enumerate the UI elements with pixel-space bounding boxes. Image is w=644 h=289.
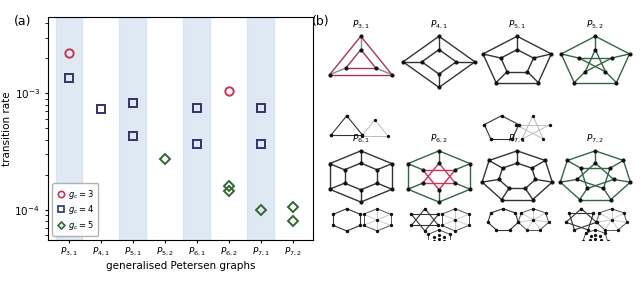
Text: (a): (a) bbox=[14, 15, 32, 28]
Text: $P_{5,1}$: $P_{5,1}$ bbox=[508, 18, 526, 31]
Y-axis label: transition rate: transition rate bbox=[1, 91, 12, 166]
Bar bbox=[120, 17, 146, 240]
Text: (b): (b) bbox=[312, 15, 330, 28]
Text: $P_{7,1}$: $P_{7,1}$ bbox=[508, 133, 526, 145]
Bar bbox=[55, 17, 82, 240]
X-axis label: generalised Petersen graphs: generalised Petersen graphs bbox=[106, 261, 256, 271]
Text: $P_{5,2}$: $P_{5,2}$ bbox=[586, 18, 604, 31]
Bar bbox=[184, 17, 210, 240]
Legend: $g_c = 3$, $g_c = 4$, $g_c = 5$: $g_c = 3$, $g_c = 4$, $g_c = 5$ bbox=[52, 183, 99, 236]
Text: $P_{6,1}$: $P_{6,1}$ bbox=[352, 133, 370, 145]
Text: $P_{3,1}$: $P_{3,1}$ bbox=[352, 18, 370, 31]
Bar bbox=[247, 17, 274, 240]
Text: $P_{7,2}$: $P_{7,2}$ bbox=[586, 133, 604, 145]
Text: $P_{4,1}$: $P_{4,1}$ bbox=[430, 18, 448, 31]
Text: $P_{6,2}$: $P_{6,2}$ bbox=[430, 133, 448, 145]
